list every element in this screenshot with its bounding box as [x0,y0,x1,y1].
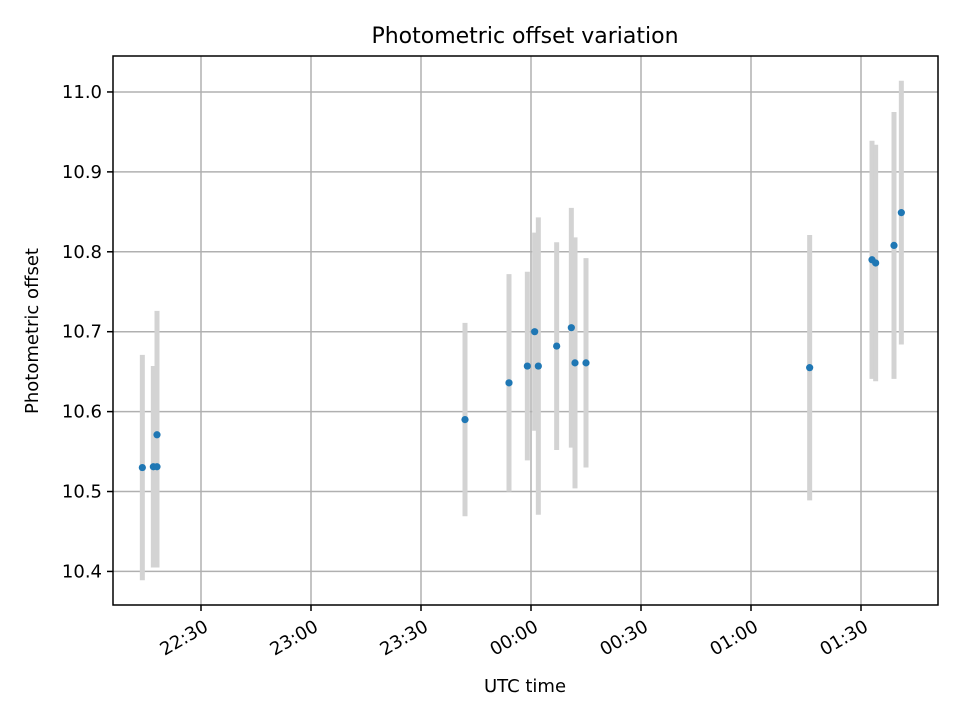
y-ticks: 10.4 10.5 10.6 10.7 10.8 10.9 11.0 [62,82,113,582]
data-point [567,324,575,332]
data-point [890,241,898,249]
y-tick-label: 10.5 [62,482,102,503]
data-point [153,463,161,471]
y-tick-label: 10.4 [62,561,102,582]
y-tick-label: 10.9 [62,162,102,183]
data-point [461,416,469,424]
data-point [534,362,542,370]
data-point [582,359,590,367]
data-point [571,359,579,367]
data-point [531,328,539,336]
y-axis-label: Photometric offset [22,248,43,414]
data-point [872,259,880,267]
data-point [553,342,561,350]
x-axis-label: UTC time [484,676,566,697]
y-tick-label: 11.0 [62,82,102,103]
data-point [897,209,905,217]
data-point [138,463,146,472]
y-tick-label: 10.8 [62,242,102,263]
data-point [523,362,531,370]
chart-title: Photometric offset variation [371,24,678,49]
y-tick-label: 10.7 [62,322,102,343]
data-point [505,379,513,387]
data-point [806,364,814,372]
y-tick-label: 10.6 [62,402,102,423]
plot-frame [112,55,939,606]
data-points [138,209,905,472]
data-point [153,431,161,439]
